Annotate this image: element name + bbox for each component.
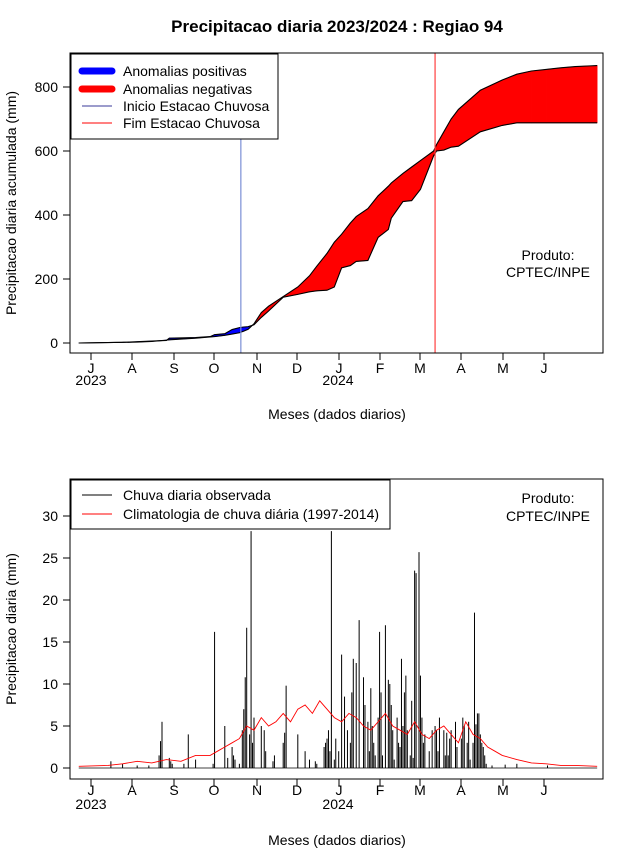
y-tick-label: 0	[50, 760, 58, 776]
legend: Chuva diaria observada Climatologia de c…	[70, 479, 391, 530]
product-source: CPTEC/INPE	[506, 508, 590, 524]
negative-anomaly-segment	[390, 172, 404, 220]
y-tick-label: 600	[35, 143, 59, 159]
year-label-2024: 2024	[322, 796, 353, 812]
negative-anomaly-segment	[350, 215, 357, 267]
legend-label-climatology: Climatologia de chuva diária (1997-2014)	[123, 506, 379, 522]
y-tick-label: 400	[35, 207, 59, 223]
year-label-2024: 2024	[322, 372, 353, 388]
y-tick-label: 10	[42, 676, 58, 692]
legend-label-onset: Inicio Estacao Chuvosa	[123, 98, 270, 114]
month-tick-label: A	[456, 360, 466, 376]
month-tick-label: N	[252, 782, 262, 798]
month-tick-label: J	[541, 782, 548, 798]
negative-anomaly-segment	[531, 69, 547, 124]
negative-anomaly-segment	[443, 117, 452, 151]
y-tick-label: 200	[35, 271, 59, 287]
month-tick-label: O	[209, 782, 220, 798]
y-axis-label: Precipitacao diaria acumulada (mm)	[3, 91, 19, 315]
month-tick-label: D	[292, 360, 302, 376]
axis-ticks: J A S O N D J F M A M J 0 5 10 15 20 25 30	[42, 508, 547, 798]
month-tick-label: A	[127, 782, 137, 798]
negative-anomaly-segment	[560, 66, 576, 124]
month-tick-label: A	[456, 782, 466, 798]
negative-anomaly-segment	[334, 233, 342, 288]
product-label: Produto:	[522, 490, 575, 506]
negative-anomaly-segment	[458, 89, 481, 147]
month-tick-label: J	[88, 360, 95, 376]
y-tick-label: 800	[35, 79, 59, 95]
month-tick-label: F	[376, 360, 385, 376]
y-axis-label: Precipitacao diaria (mm)	[3, 553, 19, 705]
month-tick-label: J	[336, 360, 343, 376]
negative-anomaly-segment	[574, 65, 591, 124]
month-tick-label: F	[376, 782, 385, 798]
negative-anomaly-segment	[589, 65, 598, 124]
month-tick-label: M	[497, 782, 509, 798]
observed-bars-layer	[78, 531, 598, 769]
daily-precipitation-panel: J A S O N D J F M A M J 0 5 10 15 20 25 30 Precipitacao di…	[3, 478, 604, 848]
legend-label-observed: Chuva diaria observada	[123, 487, 271, 503]
y-tick-label: 20	[42, 592, 58, 608]
climatology-cumulative-line	[78, 65, 598, 344]
negative-anomaly-segment	[341, 222, 351, 269]
year-label-2023: 2023	[75, 372, 106, 388]
negative-anomaly-segment	[355, 208, 369, 262]
axis-ticks: J A S O N D J F M A M J 0 200 400 600 800	[35, 79, 548, 376]
y-tick-label: 15	[42, 634, 58, 650]
month-tick-label: J	[541, 360, 548, 376]
negative-anomaly-segment	[545, 67, 561, 124]
plot-frame	[69, 52, 604, 354]
negative-anomaly-segment	[309, 265, 318, 293]
month-tick-label: D	[292, 782, 302, 798]
x-axis-label: Meses (dados diarios)	[268, 832, 406, 848]
month-tick-label: J	[88, 782, 95, 798]
month-tick-label: J	[336, 782, 343, 798]
product-label: Produto:	[522, 247, 575, 263]
legend: Anomalias positivas Anomalias negativas …	[70, 53, 279, 140]
y-tick-label: 0	[50, 335, 58, 351]
negative-anomaly-segment	[367, 194, 379, 261]
chart-title: Precipitacao diaria 2023/2024 : Regiao 9…	[171, 17, 503, 36]
cumulative-precipitation-panel: J A S O N D J F M A M J 0 200 400 600 800 Precipitacao d…	[3, 52, 604, 422]
legend-label-positive: Anomalias positivas	[123, 63, 247, 79]
month-tick-label: N	[252, 360, 262, 376]
climatology-daily-line	[78, 700, 598, 767]
month-tick-label: A	[127, 360, 137, 376]
month-tick-label: M	[497, 360, 509, 376]
month-tick-label: S	[169, 360, 178, 376]
negative-anomaly-segment	[480, 79, 503, 133]
negative-anomaly-segment	[326, 241, 335, 291]
y-tick-label: 5	[50, 718, 58, 734]
month-tick-label: O	[209, 360, 220, 376]
y-tick-label: 30	[42, 508, 58, 524]
climatology-line-layer	[78, 700, 598, 767]
month-tick-label: M	[414, 360, 426, 376]
legend-label-end: Fim Estacao Chuvosa	[123, 115, 260, 131]
y-tick-label: 25	[42, 550, 58, 566]
month-tick-label: S	[169, 782, 178, 798]
negative-anomaly-segment	[501, 73, 518, 126]
cumulative-lines-layer	[78, 53, 598, 353]
plot-frame	[69, 478, 604, 780]
legend-box	[70, 479, 391, 530]
x-axis-label: Meses (dados diarios)	[268, 406, 406, 422]
observed-cumulative-line	[78, 122, 598, 344]
negative-anomaly-segment	[516, 70, 532, 124]
month-tick-label: M	[414, 782, 426, 798]
product-source: CPTEC/INPE	[506, 264, 590, 280]
legend-label-negative: Anomalias negativas	[123, 81, 252, 97]
year-label-2023: 2023	[75, 796, 106, 812]
